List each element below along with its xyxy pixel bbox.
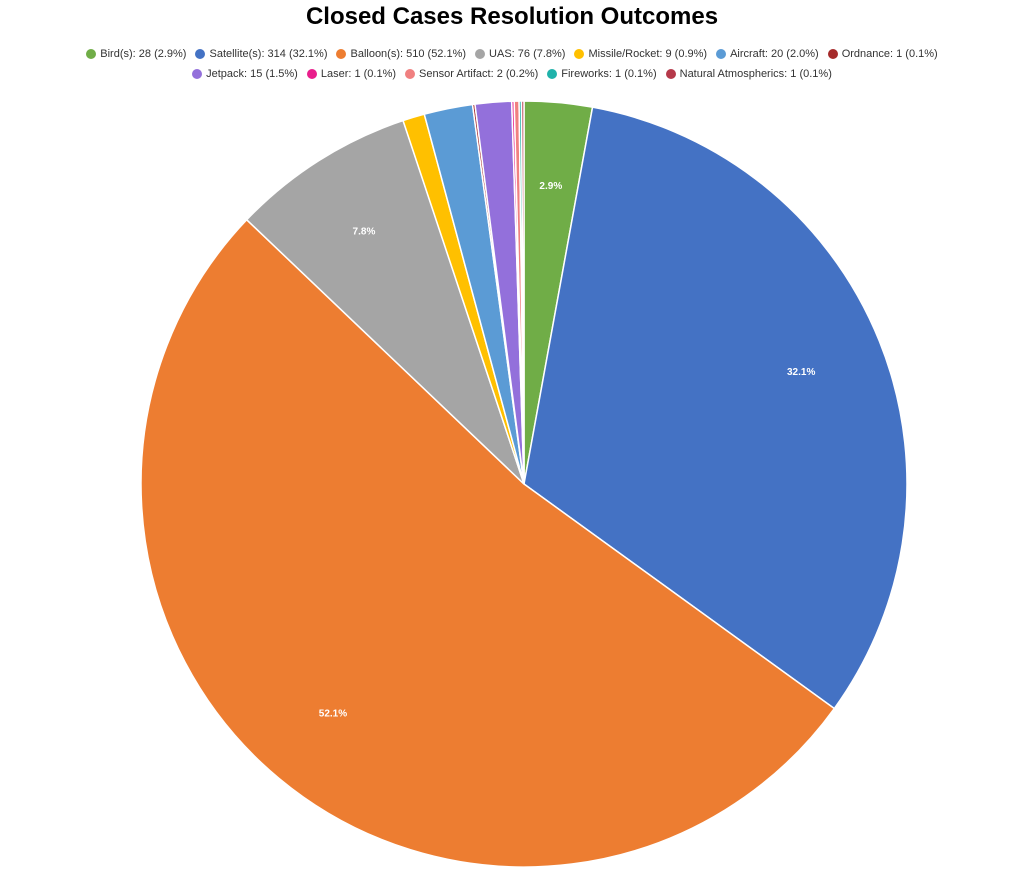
legend-item: Satellite(s): 314 (32.1%) [195, 48, 327, 60]
legend-item: Laser: 1 (0.1%) [306, 68, 397, 80]
legend-marker [665, 69, 676, 79]
legend-label: Aircraft: 20 (2.0%) [730, 48, 819, 60]
legend-label: Natural Atmospherics: 1 (0.1%) [679, 68, 832, 80]
legend-label: Laser: 1 (0.1%) [320, 68, 397, 80]
pie-slice [523, 106, 908, 710]
legend-marker [86, 49, 97, 59]
legend-label: Ordnance: 1 (0.1%) [841, 48, 938, 60]
value-label: 32.1% [787, 367, 815, 378]
legend-item: Missile/Rocket: 9 (0.9%) [574, 48, 707, 60]
legend-label: Bird(s): 28 (2.9%) [100, 48, 187, 60]
value-label: 52.1% [319, 708, 347, 719]
legend-marker [574, 49, 585, 59]
legend-item: Ordnance: 1 (0.1%) [827, 48, 938, 60]
legend: Bird(s): 28 (2.9%) Satellite(s): 314 (32.… [0, 44, 1024, 84]
legend-label: Missile/Rocket: 9 (0.9%) [588, 48, 708, 60]
legend-label: Jetpack: 15 (1.5%) [206, 68, 298, 80]
legend-item: Aircraft: 20 (2.0%) [716, 48, 819, 60]
legend-item: Natural Atmospherics: 1 (0.1%) [665, 68, 832, 80]
legend-marker [547, 69, 558, 79]
value-label: 2.9% [539, 181, 562, 192]
pie-slice [520, 100, 525, 485]
legend-label: UAS: 76 (7.8%) [489, 48, 566, 60]
legend-label: Balloon(s): 510 (52.1%) [350, 48, 467, 60]
legend-label: Fireworks: 1 (0.1%) [561, 68, 657, 80]
legend-row: Bird(s): 28 (2.9%) Satellite(s): 314 (32.… [0, 44, 1024, 64]
pie-slice [245, 119, 525, 485]
legend-item: Jetpack: 15 (1.5%) [192, 68, 298, 80]
legend-item: Fireworks: 1 (0.1%) [547, 68, 657, 80]
value-label: 7.8% [353, 226, 376, 237]
legend-item: Sensor Artifact: 2 (0.2%) [405, 68, 538, 80]
legend-marker [405, 69, 416, 79]
legend-marker [195, 49, 206, 59]
legend-item: UAS: 76 (7.8%) [475, 48, 565, 60]
legend-marker [475, 49, 486, 59]
legend-item: Balloon(s): 510 (52.1%) [336, 48, 466, 60]
legend-marker [192, 69, 203, 79]
legend-marker [306, 69, 317, 79]
legend-marker [827, 49, 838, 59]
legend-row: Jetpack: 15 (1.5%) Laser: 1 (0.1%) Sensor … [0, 64, 1024, 84]
legend-marker [336, 49, 347, 59]
legend-item: Bird(s): 28 (2.9%) [86, 48, 186, 60]
chart-title: Closed Cases Resolution Outcomes [305, 3, 719, 30]
pie-slice [140, 218, 836, 868]
legend-label: Sensor Artifact: 2 (0.2%) [419, 68, 539, 80]
legend-marker [716, 49, 727, 59]
legend-label: Satellite(s): 314 (32.1%) [209, 48, 328, 60]
